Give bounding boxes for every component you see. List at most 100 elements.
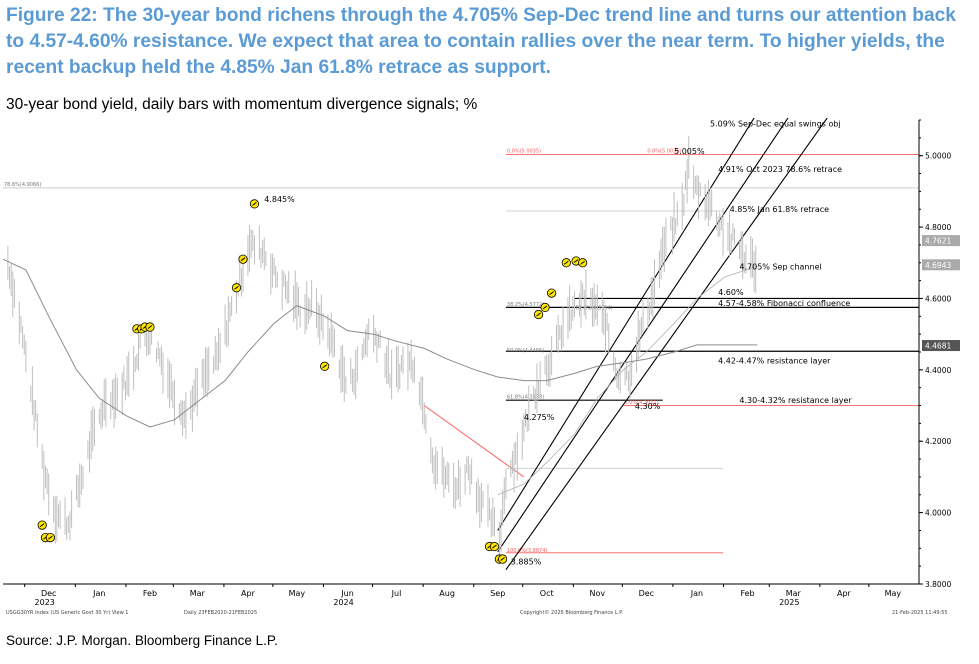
divergence-signal-icon <box>533 309 544 320</box>
divergence-signal-icon <box>249 199 260 209</box>
current-value-box <box>922 259 960 271</box>
divergence-signal-icon <box>231 283 242 293</box>
price-annotation: 4.845% <box>264 195 295 204</box>
signal-tick <box>564 260 569 265</box>
price-annotation: 3.885% <box>511 557 542 566</box>
signal-tick <box>252 201 257 206</box>
x-year-label: 2024 <box>333 598 353 607</box>
trend-line-downtrend-red <box>423 405 525 478</box>
fib-tag: 78.6%(4.9066) <box>4 182 41 188</box>
current-value-tag: 4.4681 <box>922 340 960 352</box>
figure-subtitle: 30-year bond yield, daily bars with mome… <box>6 96 478 113</box>
fib-tag: 0.0%(4.3011) <box>624 400 658 406</box>
current-value-tag: 4.7621 <box>922 235 960 247</box>
x-tick-label: Nov <box>590 589 606 598</box>
price-annotation: 5.005% <box>674 147 705 156</box>
divergence-signal-icon <box>45 532 55 543</box>
x-tick-label: Mar <box>786 589 802 598</box>
annotations: 4.60% 4.57-4.58% Fibonacci confluence 4.42… <box>264 120 852 567</box>
level-label: 4.57-4.58% Fibonacci confluence <box>718 299 850 308</box>
signal-tick <box>234 285 239 290</box>
x-tick-label: Jan <box>92 589 105 598</box>
trend-line-channel-lower <box>505 118 828 571</box>
signal-tick <box>549 291 554 296</box>
x-tick-label: Dec <box>639 589 654 598</box>
x-year-label: 2025 <box>779 598 799 607</box>
level-label: 4.85% Jan 61.8% retrace <box>730 205 830 214</box>
x-tick-label: Apr <box>837 589 852 598</box>
divergence-signal-icon <box>489 541 500 552</box>
divergence-signal-icon <box>145 322 155 332</box>
price-bars <box>7 135 757 565</box>
divergence-signal-icon <box>547 288 557 298</box>
y-tick-label: 3.8000 <box>925 580 951 589</box>
yield-chart: 78.6%(4.9066) 0.0%(5.0035) 0.0%(5.0035) 38.… <box>2 118 960 616</box>
figure-source: Source: J.P. Morgan. Bloomberg Finance L… <box>6 633 278 648</box>
signal-tick <box>240 257 246 262</box>
figure-title: Figure 22: The 30-year bond richens thro… <box>6 5 956 78</box>
signal-tick <box>536 312 541 317</box>
level-label: 4.60% <box>718 288 744 297</box>
divergence-signal-icon <box>540 302 550 312</box>
level-label: 4.30-4.32% resistance layer <box>739 396 852 405</box>
x-tick-label: Feb <box>143 589 157 598</box>
current-value-tag: 4.6943 <box>922 259 960 271</box>
x-tick-label: Jan <box>690 589 703 598</box>
moving-averages <box>2 258 758 496</box>
x-tick-label: Sep <box>490 589 505 598</box>
x-tick-label: Apr <box>241 589 256 598</box>
current-value-label: 4.7621 <box>925 237 951 246</box>
x-tick-label: Jul <box>391 589 402 598</box>
trend-line-channel-middle <box>497 118 789 553</box>
y-tick-label: 4.6000 <box>925 294 951 303</box>
x-tick-label: Feb <box>740 589 754 598</box>
divergence-signal-icon <box>37 520 47 530</box>
x-year-label: 2023 <box>35 598 55 607</box>
x-tick-label: Dec <box>41 589 56 598</box>
moving-average-short <box>497 265 758 496</box>
signal-tick <box>39 523 45 528</box>
moving-average-long <box>2 258 758 428</box>
x-tick-label: May <box>885 589 902 598</box>
footer-copyright: Copyright© 2025 Bloomberg Finance L.P. <box>520 609 623 616</box>
signal-tick <box>322 364 327 369</box>
x-tick-label: Aug <box>439 589 455 598</box>
divergence-signal-icon <box>238 254 248 264</box>
signal-tick <box>492 544 497 549</box>
axes: 5.0000 4.8000 4.6000 4.4000 4.2000 4.0000 3.80… <box>3 119 960 607</box>
level-label: 4.42-4.47% resistance layer <box>718 357 831 366</box>
trend-lines <box>423 118 828 571</box>
footer-range: Daily 23FEB2020-21FEB2025 <box>184 610 257 616</box>
fib-tag: 38.2%(4.5772) <box>507 302 544 308</box>
y-tick-label: 4.4000 <box>925 366 951 375</box>
level-label: 4.91% Oct 2023 78.6% retrace <box>718 165 842 174</box>
y-tick-label: 4.0000 <box>925 509 951 518</box>
current-value-label: 4.6943 <box>925 261 951 270</box>
divergence-signal-icon <box>320 361 330 371</box>
signal-tick <box>580 260 585 265</box>
fib-tag: 100.0%(3.8874) <box>507 548 548 554</box>
trend-line-channel-upper <box>497 118 755 531</box>
signal-tick <box>500 557 505 561</box>
signal-tick <box>48 535 53 540</box>
fib-tag: 61.8%(4.3138) <box>507 395 544 401</box>
price-annotation: 4.30% <box>635 402 661 411</box>
chart-footer: USGG30YR Index (US Generic Govt 30 Yr) V… <box>6 609 948 616</box>
signal-tick <box>573 259 579 263</box>
y-tick-label: 4.2000 <box>925 437 951 446</box>
y-tick-label: 4.8000 <box>925 223 951 232</box>
level-label: 4.705% Sep channel <box>739 262 821 271</box>
x-tick-label: Jun <box>340 589 354 598</box>
footer-ticker: USGG30YR Index (US Generic Govt 30 Yr) V… <box>6 610 128 616</box>
signal-tick <box>147 325 153 329</box>
divergence-signals <box>37 199 588 564</box>
level-label: 5.09% Sep-Dec equal swings obj <box>710 120 841 129</box>
fib-tag: 0.0%(5.0035) <box>507 148 541 154</box>
y-tick-label: 5.0000 <box>925 152 951 161</box>
fib-tag: 0.0%(5.0035) <box>647 148 681 154</box>
x-tick-label: May <box>289 589 306 598</box>
x-tick-label: Oct <box>540 589 554 598</box>
current-value-label: 4.4681 <box>925 342 951 351</box>
current-value-box <box>922 340 960 352</box>
divergence-signal-icon <box>498 554 508 564</box>
